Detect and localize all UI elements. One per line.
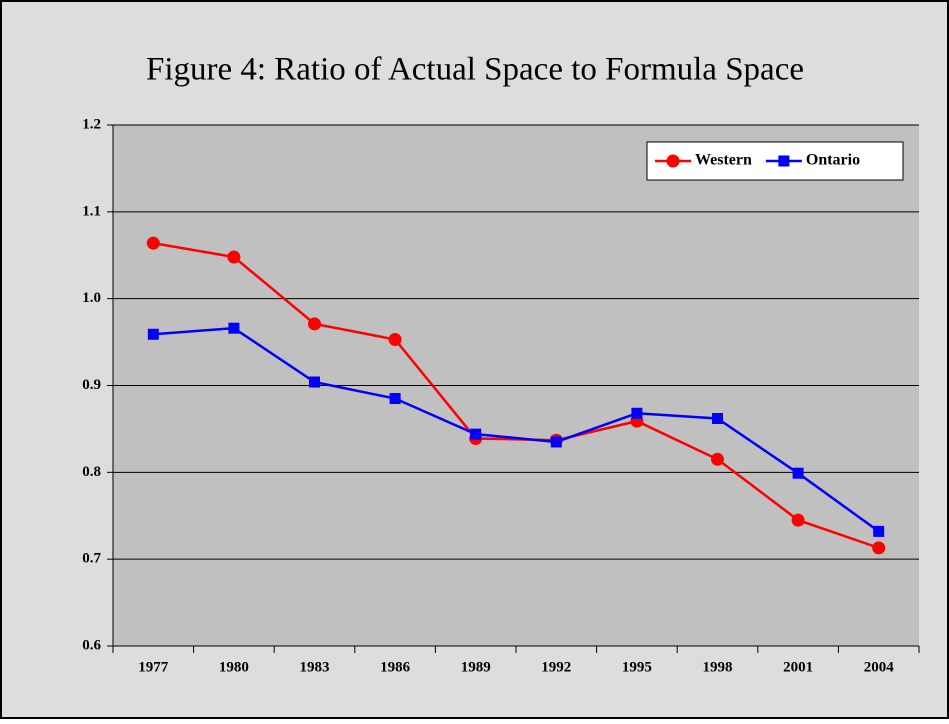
x-tick-label: 1986 (380, 659, 411, 675)
data-point (308, 317, 321, 331)
x-tick-label: 2004 (864, 659, 895, 675)
data-point (873, 525, 885, 537)
data-point (146, 236, 160, 250)
legend-marker (666, 154, 680, 168)
x-tick-label: 1989 (461, 659, 491, 675)
data-point (631, 407, 643, 419)
y-tick-label: 1.0 (82, 290, 101, 306)
y-tick-label: 0.9 (82, 377, 101, 393)
legend-label: Western (695, 152, 752, 169)
x-tick-label: 1995 (622, 659, 652, 675)
data-point (550, 436, 562, 448)
legend-marker (778, 155, 790, 167)
y-tick-label: 0.8 (82, 464, 101, 480)
data-point (711, 452, 724, 466)
data-point (228, 322, 240, 334)
x-tick-label: 2001 (783, 659, 813, 675)
data-point (147, 328, 159, 340)
data-point (389, 393, 401, 405)
data-point (791, 513, 805, 527)
y-tick-label: 0.7 (82, 551, 101, 567)
data-point (872, 541, 886, 555)
y-tick-label: 0.6 (82, 637, 101, 653)
data-point (388, 332, 402, 346)
legend-label: Ontario (806, 152, 860, 169)
data-point (227, 250, 241, 264)
data-point (470, 428, 482, 440)
x-tick-label: 1983 (300, 659, 330, 675)
data-point (309, 376, 320, 388)
y-tick-label: 1.2 (82, 116, 101, 132)
series-line (153, 241, 880, 550)
x-tick-label: 1977 (138, 659, 169, 675)
data-point (712, 412, 723, 424)
x-tick-label: 1992 (541, 659, 571, 675)
chart-title: Figure 4: Ratio of Actual Space to Formu… (146, 52, 804, 88)
x-tick-label: 1998 (703, 659, 733, 675)
y-tick-label: 1.1 (82, 203, 101, 219)
series-line (153, 326, 880, 533)
data-point (792, 467, 804, 479)
x-tick-label: 1980 (219, 659, 249, 675)
